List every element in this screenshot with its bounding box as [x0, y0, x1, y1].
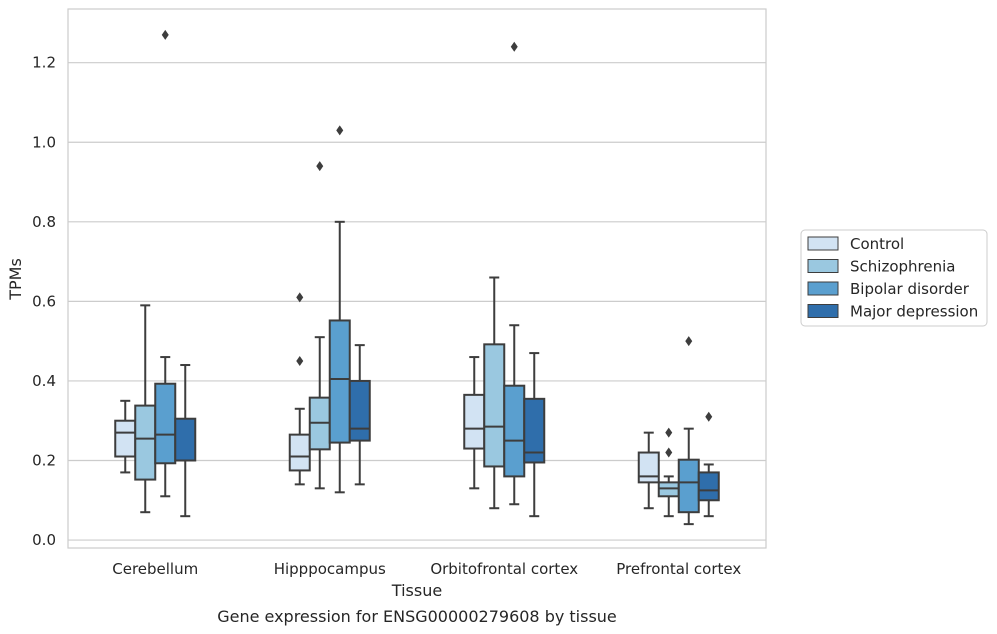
box-iqr — [154, 382, 177, 465]
outlier-point — [296, 356, 304, 367]
box-schizophrenia — [134, 304, 157, 514]
x-tick-label: Orbitofrontal cortex — [430, 560, 578, 578]
y-tick-label: 1.0 — [32, 133, 56, 151]
boxes — [114, 29, 720, 526]
box-bipolar-disorder — [503, 41, 526, 506]
box-iqr — [503, 384, 526, 478]
box-iqr — [348, 379, 371, 442]
outlier-point — [161, 29, 169, 40]
x-tick-labels: Cerebellum Hipppocampus Orbitofrontal cort… — [112, 560, 741, 578]
legend-label: Control — [850, 235, 904, 253]
x-tick-label: Cerebellum — [112, 560, 198, 578]
box-major-depression — [697, 411, 720, 518]
box-control — [637, 431, 660, 510]
outlier-point — [316, 161, 324, 172]
legend-label: Bipolar disorder — [850, 280, 970, 298]
y-tick-label: 0.0 — [32, 531, 56, 549]
y-tick-label: 0.4 — [32, 372, 56, 390]
box-bipolar-disorder — [328, 125, 351, 494]
legend-swatch — [807, 304, 839, 318]
outlier-point — [665, 427, 673, 438]
box-schizophrenia — [483, 276, 506, 510]
legend-frame — [800, 229, 988, 327]
box-control — [114, 399, 137, 474]
outlier-point — [665, 447, 673, 458]
legend-swatch — [807, 236, 839, 251]
box-iqr — [174, 417, 197, 462]
box-iqr — [483, 343, 506, 468]
y-tick-label: 0.2 — [32, 451, 56, 469]
outlier-point — [705, 411, 713, 422]
y-axis-label: TPMs — [6, 258, 25, 301]
legend-label: Major depression — [850, 303, 978, 321]
y-tick-label: 1.2 — [32, 54, 56, 72]
box-schizophrenia — [308, 161, 331, 490]
box-control — [288, 292, 311, 486]
figure-caption: Gene expression for ENSG00000279608 by t… — [217, 607, 617, 626]
outlier-point — [510, 41, 518, 52]
y-tick-labels: 0.0 0.2 0.4 0.6 0.8 1.0 1.2 — [32, 54, 56, 549]
box-iqr — [463, 393, 486, 450]
outlier-point — [685, 336, 693, 347]
legend-label: Schizophrenia — [850, 258, 955, 276]
box-major-depression — [174, 364, 197, 518]
x-tick-label: Hipppocampus — [274, 560, 386, 578]
outlier-point — [336, 125, 344, 136]
outlier-point — [296, 292, 304, 303]
box-schizophrenia — [657, 427, 680, 518]
box-control — [463, 356, 486, 490]
box-iqr — [697, 471, 720, 502]
box-major-depression — [348, 344, 371, 486]
box-iqr — [134, 404, 157, 481]
box-bipolar-disorder — [154, 29, 177, 498]
legend-items: Control Schizophrenia Bipolar disorder Majo… — [807, 235, 978, 321]
legend-swatch — [807, 281, 839, 296]
box-iqr — [114, 419, 137, 458]
box-iqr — [523, 397, 546, 464]
y-tick-label: 0.8 — [32, 213, 56, 231]
box-iqr — [637, 451, 660, 484]
legend-swatch — [807, 259, 839, 273]
x-tick-label: Prefrontal cortex — [616, 560, 741, 578]
box-major-depression — [523, 352, 546, 518]
plot-area-frame — [67, 8, 767, 549]
box-iqr — [328, 319, 351, 444]
gridlines — [68, 62, 766, 541]
box-iqr — [677, 458, 700, 514]
box-bipolar-disorder — [677, 336, 700, 526]
legend: Control Schizophrenia Bipolar disorder Majo… — [800, 229, 988, 327]
box-iqr — [288, 433, 311, 472]
y-tick-label: 0.6 — [32, 292, 56, 310]
x-axis-label: Tissue — [391, 581, 442, 600]
